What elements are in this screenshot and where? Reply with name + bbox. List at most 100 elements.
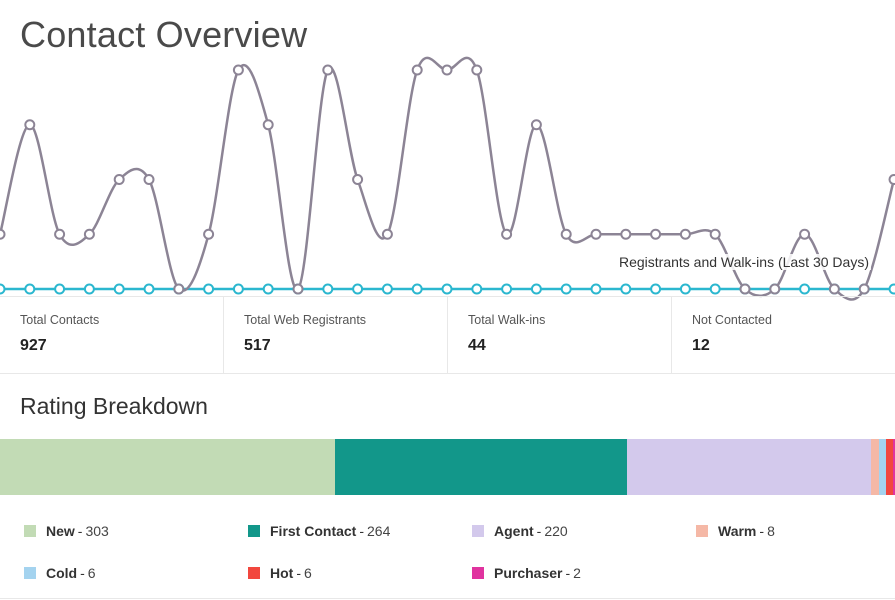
legend-name: Agent xyxy=(494,523,534,539)
data-point-registrants[interactable] xyxy=(679,228,691,240)
data-point-walk-ins[interactable] xyxy=(501,283,513,295)
data-point-walk-ins[interactable] xyxy=(888,283,895,295)
data-point-walk-ins[interactable] xyxy=(799,283,811,295)
data-point-registrants[interactable] xyxy=(0,228,6,240)
legend-count: 303 xyxy=(85,523,109,539)
legend-swatch xyxy=(24,567,36,579)
series-layer xyxy=(0,56,895,301)
data-point-registrants[interactable] xyxy=(24,119,36,131)
data-point-registrants[interactable] xyxy=(530,119,542,131)
data-point-registrants[interactable] xyxy=(590,228,602,240)
data-point-walk-ins[interactable] xyxy=(381,283,393,295)
data-point-registrants[interactable] xyxy=(799,228,811,240)
legend-count: 6 xyxy=(87,565,96,581)
data-point-walk-ins[interactable] xyxy=(143,283,155,295)
data-point-walk-ins[interactable] xyxy=(262,283,274,295)
stat-total-walk-ins: Total Walk-ins 44 xyxy=(448,297,672,373)
data-point-registrants[interactable] xyxy=(232,64,244,76)
rating-breakdown-title: Rating Breakdown xyxy=(20,393,208,419)
data-point-registrants[interactable] xyxy=(441,64,453,76)
data-point-walk-ins[interactable] xyxy=(650,283,662,295)
rating-segment-hot[interactable] xyxy=(886,439,893,495)
data-point-registrants[interactable] xyxy=(292,283,304,295)
data-point-registrants[interactable] xyxy=(411,64,423,76)
stat-value: 12 xyxy=(692,337,710,354)
data-point-walk-ins[interactable] xyxy=(203,283,215,295)
data-point-walk-ins[interactable] xyxy=(471,283,483,295)
legend-item-purchaser: Purchaser -2 xyxy=(472,552,696,594)
data-point-registrants[interactable] xyxy=(501,228,513,240)
data-point-walk-ins[interactable] xyxy=(232,283,244,295)
legend-name: Hot xyxy=(270,565,294,581)
data-point-walk-ins[interactable] xyxy=(411,283,423,295)
data-point-registrants[interactable] xyxy=(54,228,66,240)
data-point-registrants[interactable] xyxy=(203,228,215,240)
legend-separator: - xyxy=(296,565,301,581)
data-point-registrants[interactable] xyxy=(83,228,95,240)
stat-total-web-registrants: Total Web Registrants 517 xyxy=(224,297,448,373)
page-title: Contact Overview xyxy=(20,14,308,55)
data-point-walk-ins[interactable] xyxy=(620,283,632,295)
data-point-walk-ins[interactable] xyxy=(709,283,721,295)
rating-segment-first-contact[interactable] xyxy=(335,439,628,495)
data-point-registrants[interactable] xyxy=(262,119,274,131)
legend-separator: - xyxy=(80,565,85,581)
data-point-walk-ins[interactable] xyxy=(54,283,66,295)
legend-count: 220 xyxy=(544,523,568,539)
legend-item-hot: Hot -6 xyxy=(248,552,472,594)
data-point-registrants[interactable] xyxy=(352,174,364,185)
data-point-registrants[interactable] xyxy=(560,228,572,240)
legend-swatch xyxy=(248,525,260,537)
data-point-registrants[interactable] xyxy=(858,283,870,295)
legend-name: Purchaser xyxy=(494,565,563,581)
stat-label: Total Contacts xyxy=(20,313,100,327)
legend-count: 264 xyxy=(367,523,391,539)
stat-value: 517 xyxy=(244,337,271,354)
legend-item-warm: Warm -8 xyxy=(696,510,895,552)
stat-label: Not Contacted xyxy=(692,313,772,327)
data-point-registrants[interactable] xyxy=(113,174,125,185)
data-point-registrants[interactable] xyxy=(471,64,483,76)
stat-not-contacted: Not Contacted 12 xyxy=(672,297,895,373)
data-point-registrants[interactable] xyxy=(143,174,155,185)
rating-segment-new[interactable] xyxy=(0,439,336,495)
data-point-registrants[interactable] xyxy=(709,228,721,240)
rating-segment-purchaser[interactable] xyxy=(892,439,895,495)
data-point-registrants[interactable] xyxy=(650,228,662,240)
data-point-walk-ins[interactable] xyxy=(322,283,334,295)
data-point-registrants[interactable] xyxy=(769,283,781,295)
legend-item-new: New -303 xyxy=(24,510,248,552)
line-chart xyxy=(0,56,895,301)
data-point-registrants[interactable] xyxy=(828,283,840,295)
rating-segment-warm[interactable] xyxy=(870,439,880,495)
data-point-registrants[interactable] xyxy=(620,228,632,240)
data-point-walk-ins[interactable] xyxy=(83,283,95,295)
legend-swatch xyxy=(24,525,36,537)
legend-swatch xyxy=(248,567,260,579)
stat-total-contacts: Total Contacts 927 xyxy=(0,297,224,373)
rating-segment-cold[interactable] xyxy=(879,439,887,495)
data-point-walk-ins[interactable] xyxy=(441,283,453,295)
data-point-registrants[interactable] xyxy=(381,228,393,240)
data-point-registrants[interactable] xyxy=(739,283,751,295)
data-point-walk-ins[interactable] xyxy=(679,283,691,295)
data-point-registrants[interactable] xyxy=(173,283,185,295)
legend-count: 6 xyxy=(304,565,312,581)
legend-name: First Contact xyxy=(270,523,357,539)
data-point-registrants[interactable] xyxy=(322,64,334,76)
data-point-walk-ins[interactable] xyxy=(590,283,602,295)
data-point-walk-ins[interactable] xyxy=(560,283,572,295)
legend-separator: - xyxy=(359,523,365,539)
rating-segment-agent[interactable] xyxy=(627,439,871,495)
series-registrants xyxy=(0,56,895,301)
legend-item-agent: Agent -220 xyxy=(472,510,696,552)
data-point-registrants[interactable] xyxy=(888,174,895,185)
data-point-walk-ins[interactable] xyxy=(0,283,6,295)
data-point-walk-ins[interactable] xyxy=(24,283,36,295)
data-point-walk-ins[interactable] xyxy=(113,283,125,295)
rating-bar xyxy=(0,439,895,495)
data-point-walk-ins[interactable] xyxy=(530,283,542,295)
data-point-walk-ins[interactable] xyxy=(352,283,364,295)
legend-name: New xyxy=(46,523,75,539)
legend-separator: - xyxy=(536,523,542,539)
